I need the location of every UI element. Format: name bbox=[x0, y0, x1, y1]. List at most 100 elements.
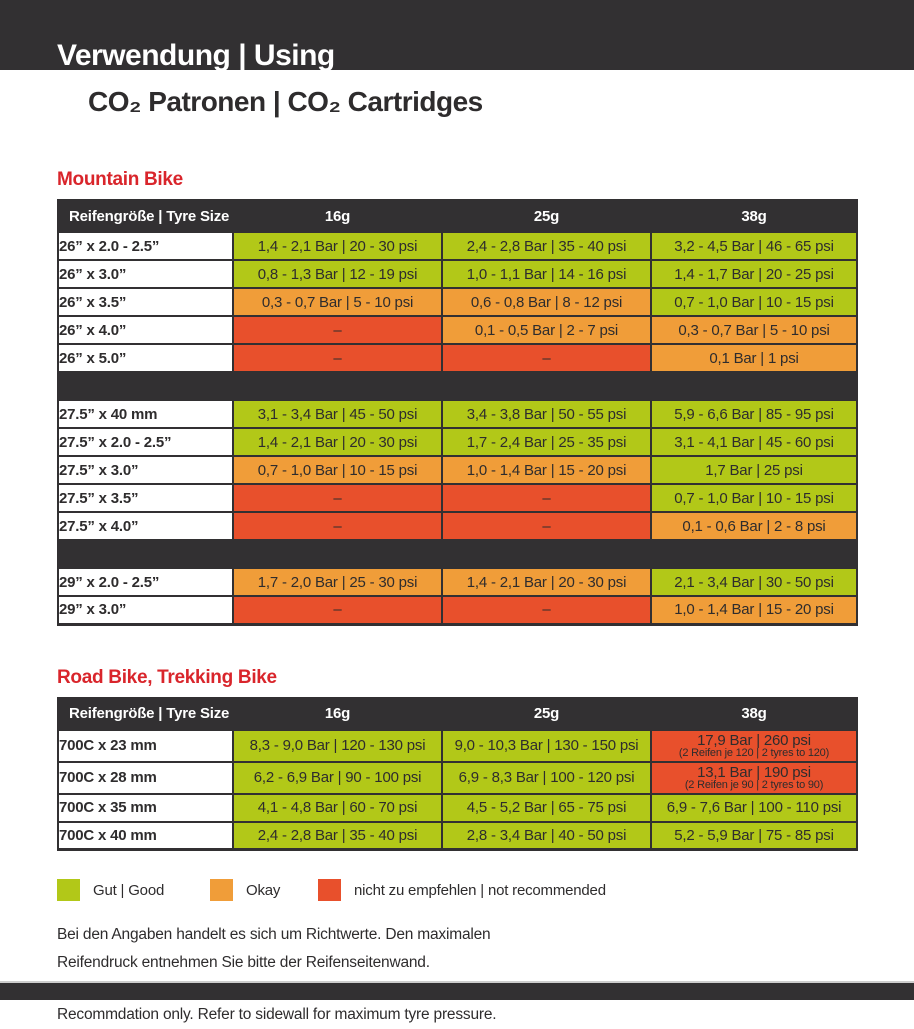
pressure-value-cell: 3,1 - 4,1 Bar | 45 - 60 psi bbox=[650, 427, 858, 457]
pressure-value-cell: 6,9 - 8,3 Bar | 100 - 120 psi bbox=[441, 760, 652, 795]
pressure-value: 1,0 - 1,1 Bar | 14 - 16 psi bbox=[466, 265, 627, 283]
legend-item-okay: Okay bbox=[210, 879, 318, 901]
pressure-value: – bbox=[542, 349, 551, 367]
note-german-line2: Reifendruck entnehmen Sie bitte der Reif… bbox=[57, 954, 430, 971]
page-subtitle: CO₂ Patronen | CO₂ Cartridges bbox=[88, 86, 483, 117]
pressure-value-cell: 9,0 - 10,3 Bar | 130 - 150 psi bbox=[441, 728, 652, 763]
pressure-value: 0,1 - 0,5 Bar | 2 - 7 psi bbox=[474, 321, 619, 339]
pressure-value-cell: 0,1 Bar | 1 psi bbox=[650, 343, 858, 373]
pressure-value: 17,9 Bar | 260 psi bbox=[697, 732, 811, 749]
pressure-value-cell: 2,4 - 2,8 Bar | 35 - 40 psi bbox=[441, 231, 652, 261]
pressure-value-cell: 17,9 Bar | 260 psi (2 Reifen je 120 | 2 t… bbox=[650, 728, 858, 763]
tyre-size-cell: 26” x 3.5” bbox=[57, 287, 234, 317]
pressure-value-cell: 0,3 - 0,7 Bar | 5 - 10 psi bbox=[232, 287, 443, 317]
column-header-tyre-size: Reifengröße | Tyre Size bbox=[57, 696, 234, 731]
pressure-value: 9,0 - 10,3 Bar | 130 - 150 psi bbox=[454, 737, 639, 754]
section-title-road-bike: Road Bike, Trekking Bike bbox=[57, 666, 277, 688]
legend: Gut | Good Okay nicht zu empfehlen | not… bbox=[57, 879, 856, 901]
tyre-size-cell: 29” x 2.0 - 2.5” bbox=[57, 567, 234, 597]
tyre-size-cell: 700C x 40 mm bbox=[57, 820, 234, 851]
pressure-value-cell: 2,4 - 2,8 Bar | 35 - 40 psi bbox=[232, 820, 443, 851]
tyre-size-cell: 700C x 28 mm bbox=[57, 760, 234, 795]
road-bike-table: Reifengröße | Tyre Size 16g 25g 38g 700C… bbox=[57, 696, 858, 851]
tyre-size-cell: 26” x 2.0 - 2.5” bbox=[57, 231, 234, 261]
table-row: 26” x 3.5” 0,3 - 0,7 Bar | 5 - 10 psi 0,6 … bbox=[57, 287, 858, 317]
pressure-value: 1,4 - 2,1 Bar | 20 - 30 psi bbox=[257, 433, 418, 451]
pressure-value-cell: 1,7 - 2,4 Bar | 25 - 35 psi bbox=[441, 427, 652, 457]
pressure-value: 13,1 Bar | 190 psi bbox=[697, 764, 811, 781]
legend-item-not-recommended: nicht zu empfehlen | not recommended bbox=[318, 879, 606, 901]
pressure-value-cell: – bbox=[232, 315, 443, 345]
pressure-value: 1,4 - 2,1 Bar | 20 - 30 psi bbox=[466, 573, 627, 591]
pressure-value-cell: 1,4 - 2,1 Bar | 20 - 30 psi bbox=[232, 231, 443, 261]
pressure-value: 2,4 - 2,8 Bar | 35 - 40 psi bbox=[257, 826, 418, 844]
pressure-value-cell: – bbox=[232, 511, 443, 541]
pressure-value-cell: 1,7 Bar | 25 psi bbox=[650, 455, 858, 485]
table-header-row: Reifengröße | Tyre Size 16g 25g 38g bbox=[57, 696, 858, 731]
pressure-value-cell: 1,0 - 1,4 Bar | 15 - 20 psi bbox=[650, 595, 858, 625]
pressure-value: 2,8 - 3,4 Bar | 40 - 50 psi bbox=[466, 826, 627, 844]
tyre-size-cell: 27.5” x 2.0 - 2.5” bbox=[57, 427, 234, 457]
okay-color-swatch bbox=[210, 879, 233, 901]
legend-label: Okay bbox=[246, 881, 281, 899]
pressure-value-cell: 6,9 - 7,6 Bar | 100 - 110 psi bbox=[650, 792, 858, 823]
bad-color-swatch bbox=[318, 879, 341, 901]
pressure-value: 1,4 - 1,7 Bar | 20 - 25 psi bbox=[674, 265, 834, 283]
pressure-value-cell: 0,7 - 1,0 Bar | 10 - 15 psi bbox=[650, 483, 858, 513]
pressure-value-cell: – bbox=[232, 595, 443, 625]
note-german: Bei den Angaben handelt es sich um Richt… bbox=[57, 921, 856, 977]
pressure-value-cell: 3,1 - 3,4 Bar | 45 - 50 psi bbox=[232, 399, 443, 429]
tyre-size-cell: 27.5” x 4.0” bbox=[57, 511, 234, 541]
pressure-value: – bbox=[333, 517, 342, 535]
pressure-value-cell: 4,5 - 5,2 Bar | 65 - 75 psi bbox=[441, 792, 652, 823]
pressure-value: 5,2 - 5,9 Bar | 75 - 85 psi bbox=[674, 826, 834, 844]
pressure-value: 3,2 - 4,5 Bar | 46 - 65 psi bbox=[674, 237, 834, 255]
pressure-value-cell: – bbox=[441, 595, 652, 625]
tyre-size-cell: 700C x 35 mm bbox=[57, 792, 234, 823]
pressure-value-cell: 1,4 - 1,7 Bar | 20 - 25 psi bbox=[650, 259, 858, 289]
column-header-16g: 16g bbox=[232, 199, 443, 233]
pressure-value-cell: 3,4 - 3,8 Bar | 50 - 55 psi bbox=[441, 399, 652, 429]
tyre-size-cell: 29” x 3.0” bbox=[57, 595, 234, 625]
table-row: 26” x 3.0” 0,8 - 1,3 Bar | 12 - 19 psi 1,0… bbox=[57, 259, 858, 289]
pressure-value: – bbox=[542, 517, 551, 535]
pressure-value: 0,1 Bar | 1 psi bbox=[709, 349, 799, 367]
pressure-value-cell: 0,8 - 1,3 Bar | 12 - 19 psi bbox=[232, 259, 443, 289]
mountain-bike-table: Reifengröße | Tyre Size 16g 25g 38g 26” … bbox=[57, 199, 858, 626]
pressure-value: 5,9 - 6,6 Bar | 85 - 95 psi bbox=[674, 405, 834, 423]
table-row: 700C x 35 mm 4,1 - 4,8 Bar | 60 - 70 psi 4… bbox=[57, 792, 858, 823]
pressure-value: 2,1 - 3,4 Bar | 30 - 50 psi bbox=[674, 573, 834, 591]
pressure-value: 2,4 - 2,8 Bar | 35 - 40 psi bbox=[466, 237, 627, 255]
pressure-value: 3,1 - 3,4 Bar | 45 - 50 psi bbox=[257, 405, 418, 423]
pressure-value: – bbox=[542, 601, 551, 619]
pressure-value-cell: 0,3 - 0,7 Bar | 5 - 10 psi bbox=[650, 315, 858, 345]
pressure-value-cell: – bbox=[441, 343, 652, 373]
column-header-tyre-size: Reifengröße | Tyre Size bbox=[57, 199, 234, 233]
pressure-value: 6,9 - 7,6 Bar | 100 - 110 psi bbox=[666, 799, 842, 816]
tyre-size-cell: 26” x 5.0” bbox=[57, 343, 234, 373]
column-header-38g: 38g bbox=[650, 696, 858, 731]
pressure-value: 0,6 - 0,8 Bar | 8 - 12 psi bbox=[470, 293, 623, 311]
table-row: 27.5” x 2.0 - 2.5” 1,4 - 2,1 Bar | 20 - 3… bbox=[57, 427, 858, 457]
pressure-value: 1,7 - 2,0 Bar | 25 - 30 psi bbox=[257, 573, 418, 591]
pressure-value-cell: 4,1 - 4,8 Bar | 60 - 70 psi bbox=[232, 792, 443, 823]
pressure-value: 1,7 Bar | 25 psi bbox=[705, 461, 803, 479]
table-row: 27.5” x 4.0” – – 0,1 - 0,6 Bar | 2 - 8 psi bbox=[57, 511, 858, 541]
pressure-value-cell: 1,7 - 2,0 Bar | 25 - 30 psi bbox=[232, 567, 443, 597]
pressure-value: 3,4 - 3,8 Bar | 50 - 55 psi bbox=[466, 405, 627, 423]
pressure-value: – bbox=[333, 321, 342, 339]
pressure-value: 8,3 - 9,0 Bar | 120 - 130 psi bbox=[249, 737, 426, 754]
pressure-value-cell: 3,2 - 4,5 Bar | 46 - 65 psi bbox=[650, 231, 858, 261]
table-row: 700C x 40 mm 2,4 - 2,8 Bar | 35 - 40 psi 2… bbox=[57, 820, 858, 851]
pressure-value-cell: 0,1 - 0,6 Bar | 2 - 8 psi bbox=[650, 511, 858, 541]
pressure-value: 0,7 - 1,0 Bar | 10 - 15 psi bbox=[674, 489, 834, 507]
pressure-value-cell: – bbox=[441, 511, 652, 541]
pressure-value: 0,3 - 0,7 Bar | 5 - 10 psi bbox=[678, 321, 830, 339]
note-german-line1: Bei den Angaben handelt es sich um Richt… bbox=[57, 926, 491, 943]
pressure-value: 3,1 - 4,1 Bar | 45 - 60 psi bbox=[674, 433, 834, 451]
note-english: Recommdation only. Refer to sidewall for… bbox=[57, 1006, 497, 1023]
tyre-size-cell: 27.5” x 40 mm bbox=[57, 399, 234, 429]
pressure-value: – bbox=[333, 601, 342, 619]
top-banner: Verwendung | Using bbox=[0, 0, 914, 70]
pressure-value-cell: 1,0 - 1,4 Bar | 15 - 20 psi bbox=[441, 455, 652, 485]
